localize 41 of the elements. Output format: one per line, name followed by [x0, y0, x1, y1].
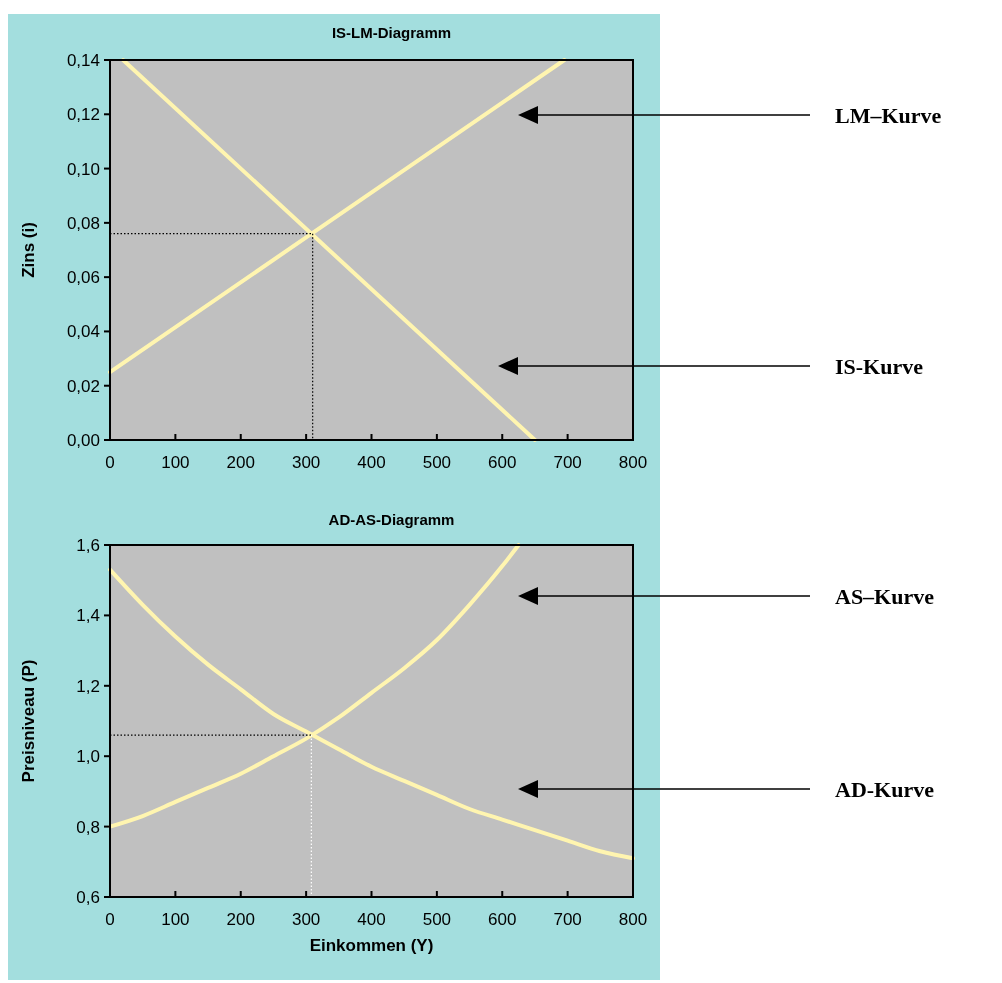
chart-title: IS-LM-Diagramm — [331, 24, 452, 41]
x-tick-label: 300 — [291, 453, 321, 472]
y-tick-label: 0,6 — [76, 887, 100, 907]
x-tick-label: 0 — [105, 910, 115, 929]
y-tick-label: 0,08 — [66, 213, 100, 233]
text: IS-Kurve — [835, 353, 924, 379]
chart-title: AD-AS-Diagramm — [328, 511, 455, 528]
y-tick-label: 1,0 — [76, 747, 100, 767]
x-tick-label: 600 — [488, 453, 517, 472]
x-tick-label: 100 — [161, 453, 190, 472]
x-tick-label: 400 — [357, 910, 386, 929]
y-tick-label: 0,02 — [66, 376, 100, 396]
x-tick-label: 300 — [291, 910, 321, 929]
x-tick-label: 200 — [226, 453, 255, 472]
x-tick-label: 700 — [553, 910, 582, 929]
x-tick-label: 500 — [422, 453, 452, 472]
x-tick-label: 400 — [357, 453, 386, 472]
y-tick-label: 0,14 — [66, 50, 100, 70]
text: AS–Kurve — [835, 583, 935, 609]
y-tick-label: 1,4 — [76, 606, 100, 626]
y-axis-title: Preisniveau (P) — [19, 659, 38, 783]
y-tick-label: 0,06 — [66, 268, 100, 288]
x-tick-label: 500 — [422, 910, 452, 929]
y-tick-label: 0,12 — [66, 105, 100, 125]
x-tick-label: 800 — [618, 910, 648, 929]
x-tick-label: 0 — [105, 453, 115, 472]
y-tick-label: 0,8 — [76, 817, 100, 837]
y-tick-label: 1,6 — [76, 535, 100, 555]
x-tick-label: 700 — [553, 453, 582, 472]
text: LM–Kurve — [835, 102, 942, 128]
x-axis-title: Einkommen (Y) — [309, 936, 434, 955]
x-tick-label: 800 — [618, 453, 648, 472]
x-tick-label: 600 — [488, 910, 517, 929]
text: AD-Kurve — [835, 776, 935, 802]
y-tick-label: 0,04 — [66, 322, 100, 342]
y-tick-label: 0,10 — [66, 159, 100, 179]
y-tick-label: 0,00 — [66, 430, 100, 450]
x-tick-label: 200 — [226, 910, 255, 929]
y-tick-label: 1,2 — [76, 676, 100, 696]
x-tick-label: 100 — [161, 910, 190, 929]
y-axis-title: Zins (i) — [19, 222, 38, 278]
